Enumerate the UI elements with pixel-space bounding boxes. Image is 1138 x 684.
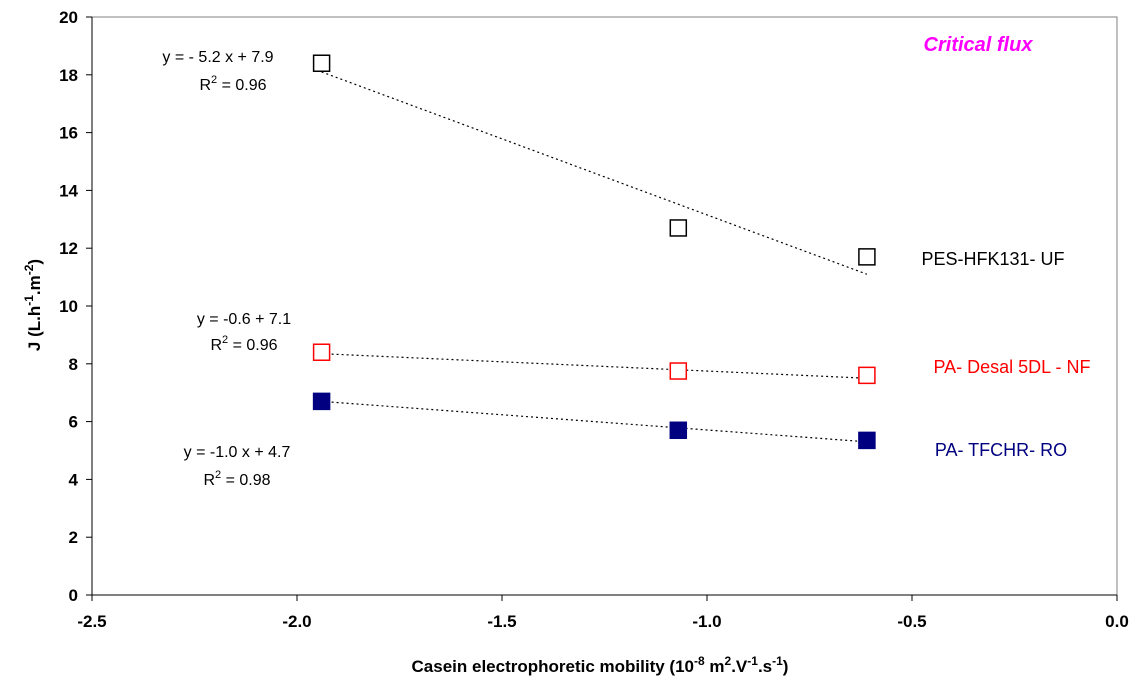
trendline [321,71,868,275]
y-tick-label: 10 [59,297,78,316]
data-point [858,366,876,385]
trendlines [321,71,868,443]
trend-r2: R2 = 0.98 [203,469,270,489]
trend-r2: R2 = 0.96 [210,334,277,354]
trend-r2: R2 = 0.96 [199,74,266,94]
y-tick-label: 6 [69,413,78,432]
series-label: PA- Desal 5DL - NF [933,357,1090,377]
series-label: PES-HFK131- UF [921,249,1064,269]
y-tick-label: 18 [59,66,78,85]
x-tick-label: -2.0 [282,612,311,631]
trendline [321,400,867,443]
x-axis: -2.5 -2.0 -1.5 -1.0 -0.5 0.0 [77,595,1129,631]
trend-equation: y = -0.6 + 7.1 [197,311,291,328]
x-axis-title: Casein electrophoretic mobility (10-8 m2… [412,654,789,676]
y-tick-label: 20 [59,8,78,27]
trend-equation: y = -1.0 x + 4.7 [184,444,291,461]
y-axis: 0 2 4 6 8 10 12 14 16 18 20 [59,8,92,605]
chart-title: Critical flux [924,34,1034,56]
y-axis-title: J (L.h-1.m-2) [22,259,44,351]
data-point [669,219,688,237]
data-point [669,421,688,440]
y-tick-label: 4 [69,470,79,489]
trend-equation: y = - 5.2 x + 7.9 [162,49,273,66]
x-tick-label: -0.5 [897,612,926,631]
series-labels: PES-HFK131- UF PA- Desal 5DL - NF PA- TFCH… [921,249,1090,460]
plot-frame [91,16,1118,596]
data-point [669,362,688,380]
y-tick-label: 12 [59,239,78,258]
data-point [858,248,876,266]
series-label: PA- TFCHR- RO [935,440,1067,460]
y-tick-label: 8 [69,355,78,374]
y-tick-label: 16 [59,124,78,143]
x-tick-label: -2.5 [77,612,106,631]
y-tick-label: 2 [69,528,78,547]
x-tick-label: -1.5 [487,612,516,631]
x-tick-label: -1.0 [692,612,721,631]
y-tick-label: 0 [69,586,78,605]
y-tick-label: 14 [59,181,78,200]
x-tick-label: 0.0 [1105,612,1129,631]
plot-border [91,16,1118,596]
data-point [312,343,331,361]
data-point [858,431,876,450]
annotations: y = - 5.2 x + 7.9 R2 = 0.96 y = -0.6 + 7.1… [162,49,291,489]
data-point [312,392,331,411]
data-point [312,54,331,72]
markers [312,54,876,450]
trendline [321,353,867,379]
